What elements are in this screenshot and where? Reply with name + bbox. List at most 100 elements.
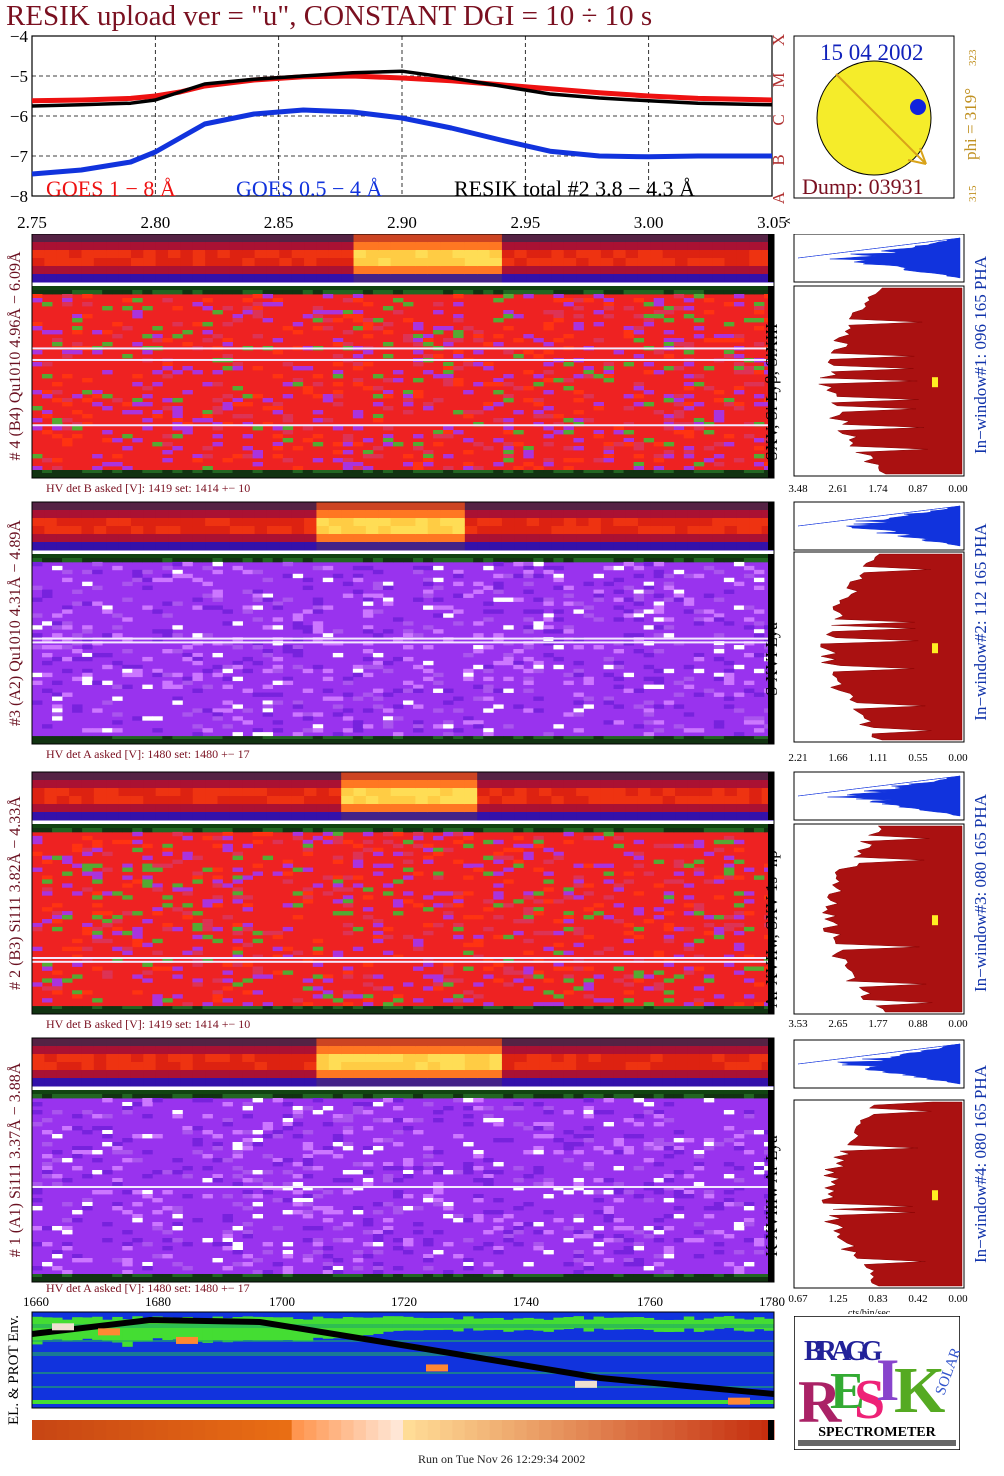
- heatmap-cell: [392, 736, 404, 741]
- heatmap-cell: [292, 1006, 304, 1011]
- heatmap-cell: [483, 402, 494, 407]
- band-cell: [600, 534, 614, 543]
- band-cell: [328, 1046, 342, 1055]
- heatmap-cell: [82, 930, 93, 936]
- band-cell: [675, 266, 688, 275]
- heatmap-cell: [362, 625, 374, 630]
- heatmap-cell: [162, 565, 173, 571]
- heatmap-cell: [543, 1006, 554, 1011]
- heatmap-cell: [543, 990, 554, 995]
- heatmap-cell: [322, 310, 334, 315]
- heatmap-cell: [382, 724, 394, 729]
- heatmap-cell: [433, 974, 444, 979]
- heatmap-cell: [533, 668, 544, 674]
- band-cell: [32, 1078, 45, 1087]
- heatmap-cell: [403, 867, 414, 872]
- heatmap-cell: [182, 390, 193, 395]
- heatmap-cell: [52, 827, 63, 833]
- heatmap-cell: [382, 601, 394, 606]
- heatmap-cell: [122, 446, 133, 451]
- band-cell: [168, 780, 181, 789]
- band-cell: [32, 534, 45, 543]
- band-cell: [724, 1078, 738, 1087]
- band-cell: [242, 234, 256, 243]
- heatmap-cell: [262, 736, 274, 741]
- band-cell: [341, 796, 355, 805]
- heatmap-cell: [743, 966, 755, 971]
- band-cell: [662, 250, 676, 259]
- heatmap-cell: [743, 382, 755, 387]
- heatmap-cell: [222, 458, 233, 463]
- heatmap-cell: [142, 557, 153, 563]
- heatmap-cell: [342, 450, 354, 455]
- band-cell: [736, 526, 750, 535]
- heatmap-cell: [723, 302, 735, 307]
- heatmap-cell: [693, 422, 705, 427]
- heatmap-cell: [753, 609, 765, 614]
- heatmap-cell: [713, 724, 725, 729]
- band-cell: [712, 534, 726, 543]
- heatmap-cell: [232, 827, 243, 833]
- band-cell: [637, 780, 651, 789]
- heatmap-cell: [513, 660, 524, 666]
- band-cell: [205, 502, 218, 511]
- heatmap-cell: [513, 470, 524, 475]
- heatmap-cell: [142, 970, 153, 975]
- heatmap-cell: [663, 585, 675, 591]
- heatmap-cell: [232, 736, 243, 741]
- heatmap-cell: [683, 386, 695, 391]
- heatmap-cell: [443, 426, 454, 431]
- heatmap-cell: [72, 422, 83, 427]
- heatmap-cell: [202, 338, 213, 343]
- heatmap-cell: [242, 720, 253, 725]
- band-cell: [551, 258, 565, 267]
- band-cell: [118, 788, 132, 797]
- heatmap-cell: [483, 645, 494, 650]
- heatmap-cell: [242, 589, 253, 594]
- heatmap-cell: [643, 871, 655, 876]
- band-cell: [130, 1038, 144, 1047]
- heatmap-cell: [322, 1094, 334, 1099]
- band-cell: [180, 542, 194, 551]
- heatmap-cell: [282, 557, 294, 563]
- heatmap-cell: [543, 1002, 554, 1007]
- band-cell: [118, 542, 132, 551]
- heatmap-cell: [272, 871, 284, 876]
- band-cell: [192, 542, 206, 551]
- heatmap-cell: [723, 875, 735, 880]
- heatmap-cell: [262, 398, 274, 403]
- band-cell: [180, 510, 194, 519]
- band-cell: [304, 274, 317, 283]
- heatmap-cell: [613, 684, 624, 689]
- band-cell: [625, 518, 639, 527]
- band-cell: [106, 812, 120, 821]
- band-cell: [118, 1038, 132, 1047]
- heatmap-cell: [633, 589, 645, 594]
- band-cell: [464, 534, 478, 543]
- heatmap-cell: [573, 470, 584, 475]
- heatmap-cell: [362, 974, 374, 979]
- band-cell: [316, 1078, 330, 1087]
- band-cell: [81, 1046, 95, 1055]
- band-cell: [229, 242, 243, 251]
- heatmap-cell: [453, 728, 464, 733]
- heatmap-cell: [703, 978, 715, 983]
- heatmap-cell: [623, 998, 635, 1003]
- heatmap-cell: [703, 470, 715, 475]
- heatmap-cell: [62, 402, 73, 407]
- heatmap-cell: [342, 922, 354, 928]
- heatmap-cell: [603, 1098, 614, 1103]
- band-cell: [32, 780, 45, 789]
- heatmap-cell: [463, 1098, 474, 1103]
- heatmap-cell: [142, 879, 153, 884]
- heatmap-cell: [382, 1094, 394, 1099]
- band-cell: [365, 534, 379, 543]
- band-cell: [724, 266, 738, 275]
- heatmap-cell: [713, 926, 725, 932]
- band-cell: [205, 804, 218, 813]
- heatmap-cell: [493, 390, 504, 395]
- heatmap-cell: [252, 302, 264, 307]
- heatmap-cell: [743, 899, 755, 904]
- band-cell: [365, 274, 379, 283]
- heatmap-cell: [362, 290, 374, 295]
